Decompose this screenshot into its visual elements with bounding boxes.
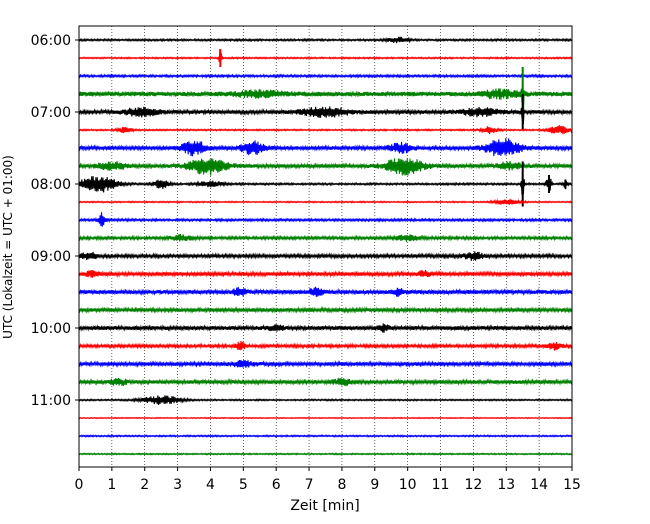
- x-tick-label: 4: [206, 477, 215, 493]
- trace-0630: [78, 73, 573, 79]
- x-tick-label: 14: [530, 477, 548, 493]
- x-tick-label: 3: [173, 477, 182, 493]
- trace-0930: [78, 286, 573, 298]
- y-tick-label: 11:00: [31, 393, 71, 409]
- y-tick-label: 07:00: [31, 105, 71, 121]
- x-tick-label: 12: [464, 477, 482, 493]
- y-tick-label: 10:00: [31, 321, 71, 337]
- x-tick-label: 6: [272, 477, 281, 493]
- trace-1015: [78, 341, 573, 351]
- trace-0800: [78, 164, 573, 196]
- trace-0915: [78, 269, 573, 278]
- x-tick-label: 11: [432, 477, 450, 493]
- trace-1000: [78, 323, 573, 333]
- trace-0900: [78, 251, 573, 261]
- trace-0700: [78, 102, 573, 125]
- y-tick-label: 06:00: [31, 33, 71, 49]
- trace-1130: [78, 434, 573, 438]
- trace-0600: [78, 36, 573, 44]
- trace-layer: [78, 36, 573, 456]
- trace-0945: [78, 306, 573, 314]
- trace-0745: [78, 158, 573, 176]
- trace-0645: [78, 74, 573, 116]
- axes-layer: 0 1 2 3 4 5 6 7 8 9 10 11 12 13 14 1506:0007:0008:0009:…: [31, 25, 581, 493]
- trace-1030: [78, 359, 573, 368]
- x-tick-label: 2: [140, 477, 149, 493]
- trace-0845: [78, 234, 573, 243]
- x-tick-label: 15: [563, 477, 581, 493]
- x-tick-label: 8: [337, 477, 346, 493]
- plot-frame: [78, 25, 573, 468]
- trace-1115: [78, 416, 573, 420]
- trace-1145: [78, 452, 573, 456]
- trace-1045: [78, 377, 573, 387]
- trace-0815: [78, 198, 573, 206]
- trace-0715: [78, 125, 573, 135]
- trace-0830: [78, 212, 573, 227]
- x-tick-label: 9: [370, 477, 379, 493]
- x-tick-label: 1: [107, 477, 116, 493]
- x-axis-label: Zeit [min]: [290, 498, 359, 514]
- trace-1100: [78, 395, 573, 405]
- x-tick-label: 0: [75, 477, 84, 493]
- x-tick-label: 13: [497, 477, 515, 493]
- x-tick-label: 7: [305, 477, 314, 493]
- y-tick-label: 08:00: [31, 177, 71, 193]
- y-tick-label: 09:00: [31, 249, 71, 265]
- y-axis-label: UTC (Lokalzeit = UTC + 01:00): [1, 155, 15, 339]
- trace-0615: [78, 49, 573, 66]
- x-tick-label: 10: [399, 477, 417, 493]
- trace-0730: [78, 138, 573, 157]
- x-tick-label: 5: [239, 477, 248, 493]
